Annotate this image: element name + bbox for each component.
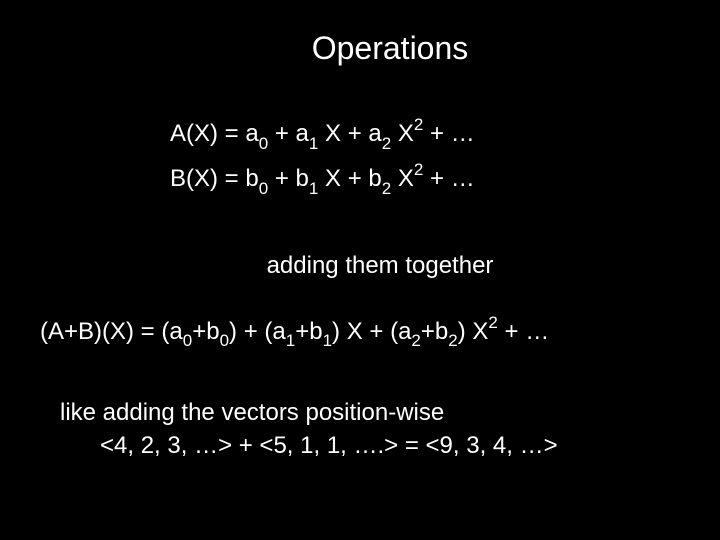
poly-b-lhs: B(X) = [170,165,245,192]
poly-a-tail: + … [423,120,474,147]
sum-mid3: ) X [458,318,489,345]
poly-a-lhs: A(X) = [170,120,245,147]
poly-b-t1-sub: 1 [309,179,318,198]
poly-a-t1-var: X + [318,120,368,147]
poly-b-t2-sup: 2 [414,160,423,179]
poly-b-plus1: + [268,165,295,192]
sum-plus2: + [421,318,435,345]
polynomial-a: A(X) = a0 + a1 X + a2 X2 + … [170,117,680,152]
poly-b-tail: + … [423,165,474,192]
sum-mid2: ) X + ( [332,318,398,345]
polynomial-b: B(X) = b0 + b1 X + b2 X2 + … [170,162,680,197]
poly-b-t0-sub: 0 [259,179,268,198]
poly-b-t2-sub: 2 [382,179,391,198]
poly-a-t0-sub: 0 [259,134,268,153]
sum-b1-sub: 1 [323,331,332,350]
sum-a0: a [169,318,182,345]
poly-b-t1-var: X + [318,165,368,192]
sum-mid1: ) + ( [229,318,272,345]
sum-plus0: + [192,318,206,345]
sum-lhs: (A+B)(X) = ( [40,318,169,345]
poly-b-t2-coef: b [368,165,381,192]
sum-b2-sub: 2 [448,331,457,350]
poly-a-t2-sub: 2 [382,134,391,153]
poly-a-plus1: + [268,120,295,147]
sum-tail: + … [498,318,549,345]
poly-a-t2-sup: 2 [414,115,423,134]
vectors-label: like adding the vectors position-wise [60,399,680,427]
sum-a1-sub: 1 [286,331,295,350]
vectors-equation: <4, 2, 3, …> + <5, 1, 1, ….> = <9, 3, 4,… [100,432,680,460]
sum-b1: b [309,318,322,345]
polynomial-sum: (A+B)(X) = (a0+b0) + (a1+b1) X + (a2+b2)… [40,315,680,350]
poly-b-t0-coef: b [245,165,258,192]
sum-sup2: 2 [488,313,497,332]
adding-label: adding them together [80,252,680,280]
sum-a2: a [398,318,411,345]
sum-a0-sub: 0 [183,331,192,350]
poly-a-t1-coef: a [296,120,309,147]
slide-title: Operations [100,30,680,67]
sum-b2: b [435,318,448,345]
sum-plus1: + [295,318,309,345]
poly-a-t1-sub: 1 [309,134,318,153]
poly-b-t2-var: X [391,165,414,192]
sum-a1: a [272,318,285,345]
sum-a2-sub: 2 [411,331,420,350]
sum-b0: b [206,318,219,345]
sum-b0-sub: 0 [220,331,229,350]
poly-a-t0-coef: a [245,120,258,147]
poly-b-t1-coef: b [296,165,309,192]
poly-a-t2-var: X [391,120,414,147]
poly-a-t2-coef: a [368,120,381,147]
slide: Operations A(X) = a0 + a1 X + a2 X2 + … … [0,0,720,540]
